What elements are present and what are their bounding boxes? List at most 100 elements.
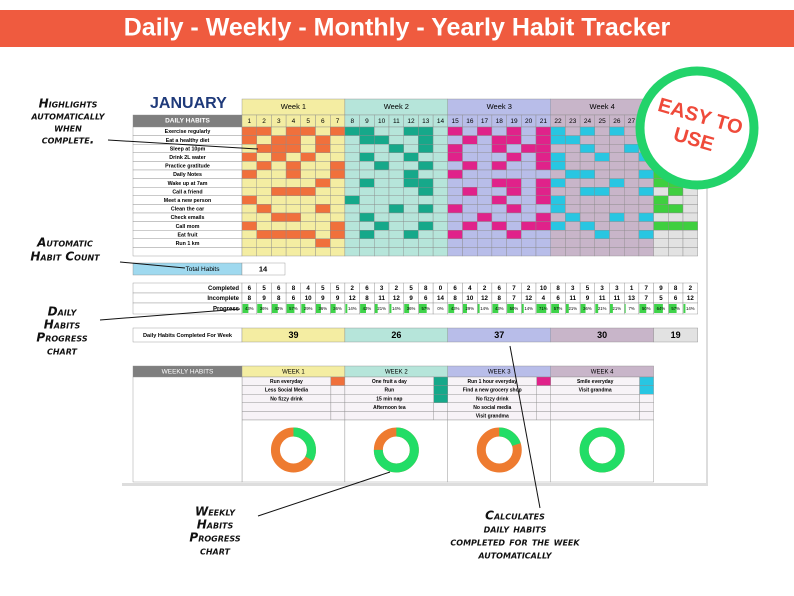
empty-cell <box>285 247 302 257</box>
habit-day-cell <box>315 204 331 214</box>
habit-day-cell <box>285 186 302 196</box>
habit-day-cell <box>359 143 375 153</box>
habit-day-cell <box>315 152 331 162</box>
habit-day-cell <box>521 229 537 239</box>
incomplete-label: Incomplete <box>207 296 239 302</box>
completed-value: 2 <box>351 285 355 292</box>
habit-day-cell <box>462 212 478 222</box>
day-number: 19 <box>510 118 518 125</box>
habit-day-cell <box>241 204 257 214</box>
annotation: completed for the week <box>450 535 580 549</box>
habit-day-cell <box>521 204 537 214</box>
day-number: 9 <box>365 118 369 125</box>
habit-day-cell <box>256 169 272 179</box>
habit-day-cell <box>403 204 419 214</box>
habit-day-cell <box>403 152 419 162</box>
habit-day-cell <box>535 152 551 162</box>
habit-day-cell <box>535 186 551 196</box>
completed-value: 3 <box>571 285 575 292</box>
habit-day-cell <box>550 204 566 214</box>
habit-day-cell <box>241 186 257 196</box>
habit-day-cell <box>388 143 404 153</box>
habit-day-cell <box>374 238 390 248</box>
habit-day-cell <box>565 238 581 248</box>
empty-cell <box>653 247 669 257</box>
habit-day-cell <box>374 195 390 205</box>
habit-day-cell <box>682 204 698 214</box>
week-label: Week 4 <box>590 102 615 111</box>
day-number: 14 <box>437 118 445 125</box>
habit-day-cell <box>535 169 551 179</box>
habit-day-cell <box>594 186 610 196</box>
habit-day-cell <box>477 195 493 205</box>
habit-day-cell <box>388 178 404 188</box>
habit-day-cell <box>271 212 287 222</box>
completed-label: Completed <box>208 286 239 292</box>
habit-day-cell <box>359 204 375 214</box>
annotation: complete. <box>42 133 95 147</box>
annotation-lines <box>99 139 541 517</box>
empty-cell <box>506 247 522 257</box>
habit-day-cell <box>241 161 257 171</box>
habit-day-cell <box>638 221 654 231</box>
weekly-check-cell <box>433 385 448 395</box>
weekly-item-name: No social media <box>473 405 511 411</box>
week-total-value: 26 <box>391 330 401 340</box>
empty-cell <box>330 247 346 257</box>
weekly-check-cell <box>536 411 551 421</box>
completed-value: 7 <box>512 285 516 292</box>
habit-day-cell <box>432 169 449 179</box>
annotation: Habits <box>197 518 234 532</box>
habit-day-cell <box>477 169 493 179</box>
incomplete-value: 6 <box>292 295 296 302</box>
habit-day-cell <box>462 229 478 239</box>
habit-day-cell <box>535 135 551 145</box>
weekly-item-cell <box>344 411 434 421</box>
habit-day-cell <box>241 178 257 188</box>
habit-day-cell <box>241 126 257 136</box>
habit-day-cell <box>432 178 449 188</box>
habit-day-cell <box>491 161 507 171</box>
habit-day-cell <box>535 161 551 171</box>
habit-day-cell <box>668 221 684 231</box>
habit-day-cell <box>374 221 390 231</box>
habits-header-label: DAILY HABITS <box>165 118 210 125</box>
incomplete-value: 4 <box>542 295 546 302</box>
annotation: Progress <box>36 331 87 345</box>
habit-day-cell <box>388 161 404 171</box>
habit-day-cell <box>447 161 463 171</box>
habit-day-cell <box>447 212 463 222</box>
progress-bar <box>492 304 499 313</box>
weekly-week-label: WEEK 2 <box>385 370 408 376</box>
annotation: Progress <box>189 531 240 545</box>
empty-cell <box>638 247 654 257</box>
habit-day-cell <box>653 221 669 231</box>
habit-day-cell <box>315 238 331 248</box>
habit-day-cell <box>256 212 272 222</box>
progress-label: 43% <box>274 306 283 311</box>
habit-day-cell <box>271 143 287 153</box>
habit-day-cell <box>344 135 360 145</box>
habit-day-cell <box>521 195 537 205</box>
progress-label: 43% <box>363 306 372 311</box>
habit-day-cell <box>668 195 684 205</box>
habit-day-cell <box>271 229 287 239</box>
habit-day-cell <box>315 126 331 136</box>
weekly-item-name: No fizzy drink <box>476 396 509 402</box>
incomplete-value: 12 <box>349 295 356 302</box>
empty-cell <box>256 247 272 257</box>
habit-day-cell <box>447 169 463 179</box>
habit-day-cell <box>477 135 493 145</box>
progress-label: 57% <box>554 306 563 311</box>
habit-day-cell <box>285 229 302 239</box>
habit-name: Drink 2L water <box>169 155 205 161</box>
annotation: Calculates <box>485 509 545 523</box>
incomplete-value: 8 <box>248 295 252 302</box>
habit-day-cell <box>638 195 654 205</box>
habit-day-cell <box>609 161 625 171</box>
incomplete-value: 14 <box>437 295 444 302</box>
empty-cell <box>682 247 698 257</box>
habit-day-cell <box>315 135 331 145</box>
habit-day-cell <box>653 186 669 196</box>
